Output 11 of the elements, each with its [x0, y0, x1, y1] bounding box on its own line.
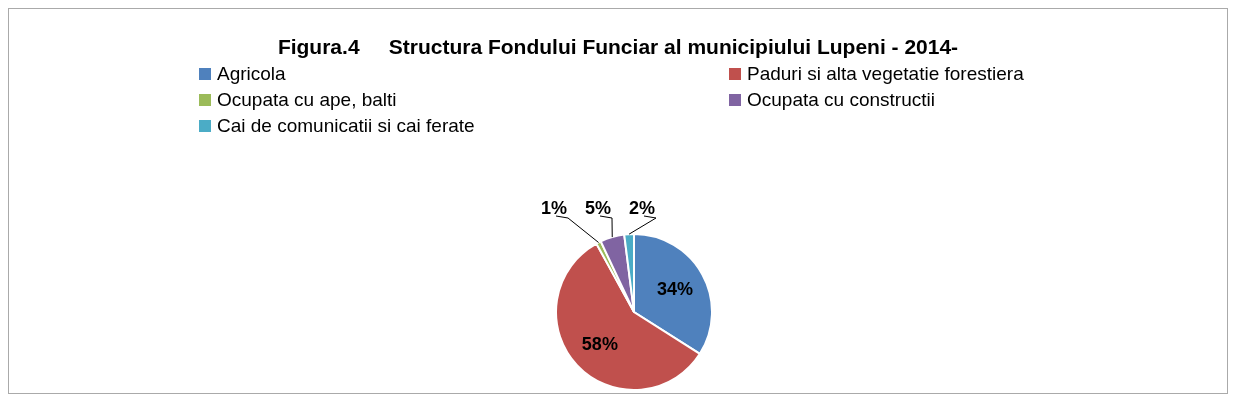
data-label: 34%	[657, 279, 694, 300]
legend-label: Ocupata cu ape, balti	[217, 89, 397, 111]
data-label: 1%	[540, 198, 568, 218]
legend-label: Ocupata cu constructii	[747, 89, 935, 111]
data-label: 2%	[628, 198, 656, 218]
chart-title: Figura.4 Structura Fondului Funciar al municipiului Lupeni - 2014-	[276, 35, 960, 59]
legend-label: Agricola	[217, 63, 286, 85]
legend-label: Cai de comunicatii si cai ferate	[217, 115, 475, 137]
data-label: 58%	[581, 334, 618, 355]
legend-label: Paduri si alta vegetatie forestiera	[747, 63, 1024, 85]
data-label: 5%	[584, 198, 612, 218]
